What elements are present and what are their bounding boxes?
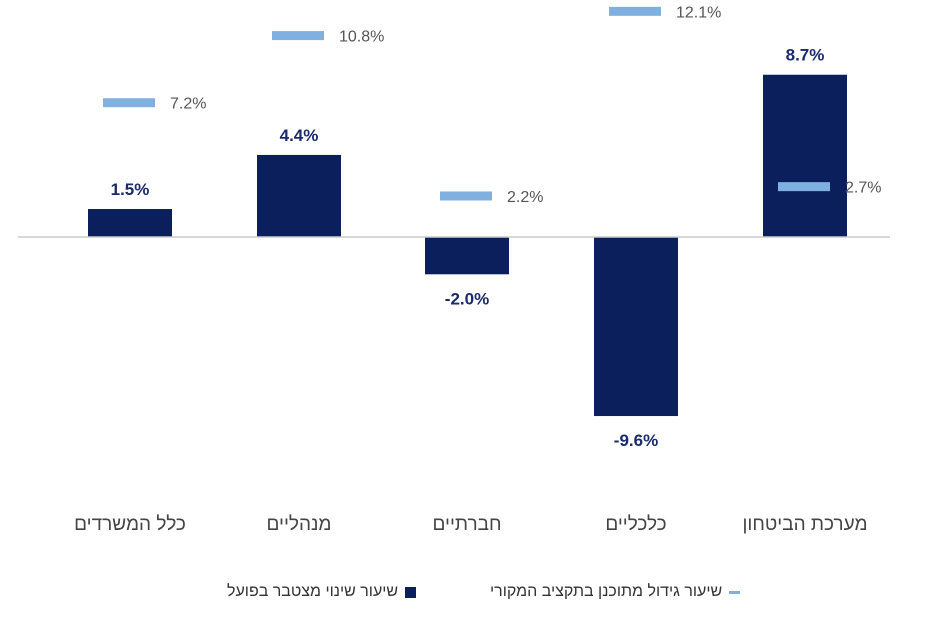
legend-actual-label: שיעור שינוי מצטבר בפועל <box>227 583 399 600</box>
bar-chart: 1.5% 7.2% כלל המשרדים 4.4% 10.8% מנהליים -2.0%… <box>18 4 890 535</box>
planned-marker-0 <box>103 98 155 108</box>
bar-2 <box>425 237 509 275</box>
markers-group <box>103 6 830 201</box>
planned-value-label-2: 2.2% <box>507 189 543 206</box>
planned-marker-3 <box>609 6 661 16</box>
legend-item-actual: שיעור שינוי מצטבר בפועל <box>227 580 417 604</box>
category-label-0: כלל המשרדים <box>74 514 186 535</box>
legend-bar-swatch <box>405 586 417 598</box>
bar-1 <box>257 154 341 237</box>
bar-value-label-2: -2.0% <box>445 289 489 308</box>
category-label-2: חברתיים <box>433 514 502 535</box>
bar-value-label-0: 1.5% <box>111 180 150 199</box>
planned-value-label-3: 12.1% <box>676 4 721 21</box>
planned-marker-2 <box>440 191 492 201</box>
planned-value-label-4: 2.7% <box>845 180 881 197</box>
bar-4 <box>763 74 847 238</box>
bar-value-label-1: 4.4% <box>280 126 319 145</box>
bar-3 <box>594 237 678 417</box>
category-label-4: מערכת הביטחון <box>742 514 867 535</box>
bar-value-label-4: 8.7% <box>786 46 825 65</box>
bar-value-label-3: -9.6% <box>614 431 658 450</box>
labels-group: 1.5% 7.2% כלל המשרדים 4.4% 10.8% מנהליים -2.0%… <box>74 4 881 535</box>
category-label-1: מנהליים <box>267 514 332 535</box>
planned-value-label-1: 10.8% <box>339 29 384 46</box>
planned-value-label-0: 7.2% <box>170 96 206 113</box>
bars-group <box>88 74 847 417</box>
legend-item-planned: שיעור גידול מתוכנן בתקציב המקורי <box>490 580 741 604</box>
planned-marker-4 <box>778 182 830 192</box>
legend-line-swatch <box>729 590 741 594</box>
legend-planned-label: שיעור גידול מתוכנן בתקציב המקורי <box>490 583 723 600</box>
legend: שיעור גידול מתוכנן בתקציב המקורי שיעור ש… <box>0 580 950 604</box>
bar-0 <box>88 209 172 237</box>
planned-marker-1 <box>272 31 324 41</box>
category-label-3: כלכליים <box>605 514 666 535</box>
